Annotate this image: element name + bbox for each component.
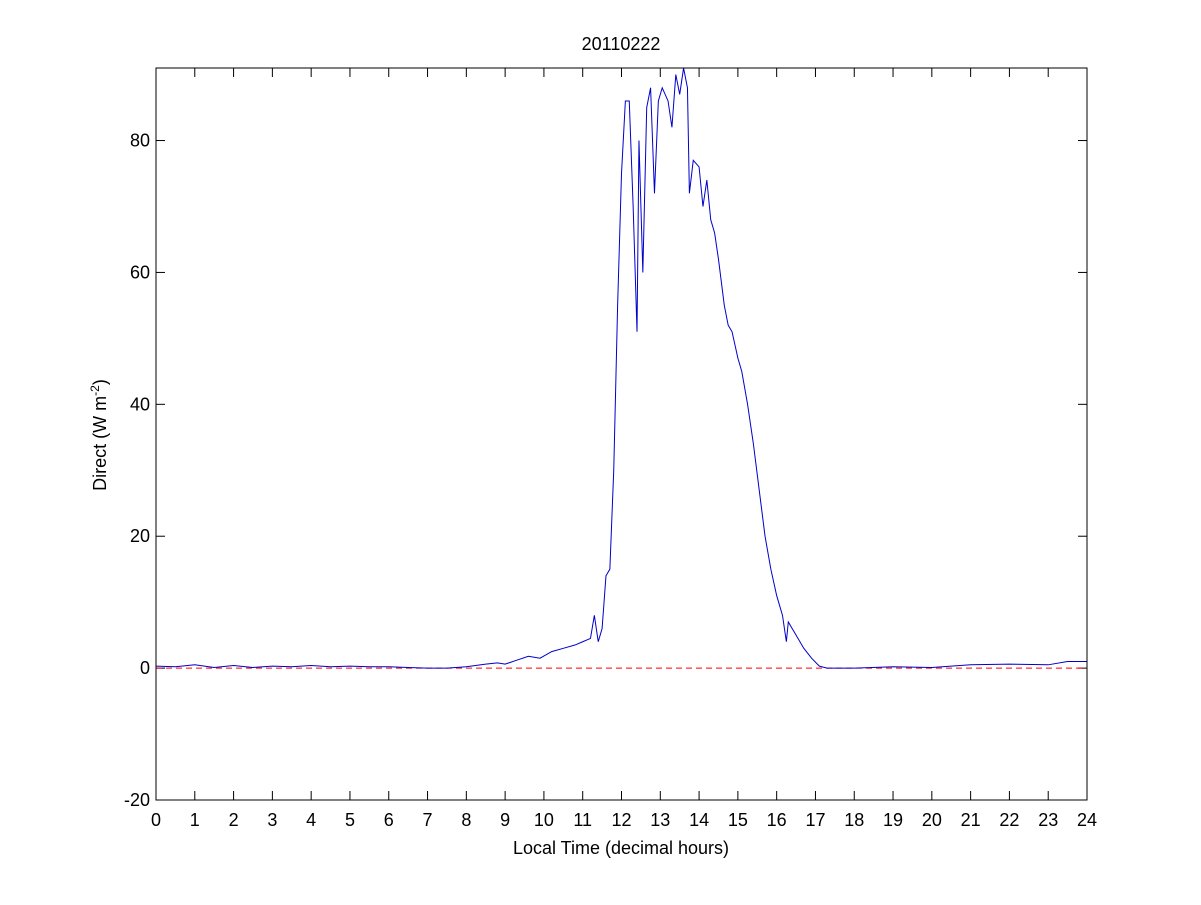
y-tick-label: 60	[130, 262, 150, 282]
x-tick-label: 24	[1077, 810, 1097, 830]
x-tick-label: 14	[689, 810, 709, 830]
y-axis-label: Direct (W m-2)	[88, 379, 110, 491]
x-tick-label: 21	[961, 810, 981, 830]
x-tick-label: 16	[767, 810, 787, 830]
y-tick-label: -20	[124, 790, 150, 810]
x-tick-label: 17	[805, 810, 825, 830]
x-tick-label: 5	[345, 810, 355, 830]
x-tick-label: 8	[461, 810, 471, 830]
y-tick-label: 40	[130, 394, 150, 414]
x-tick-label: 1	[190, 810, 200, 830]
y-tick-label: 80	[130, 131, 150, 151]
y-tick-label: 0	[140, 658, 150, 678]
x-tick-label: 0	[151, 810, 161, 830]
x-tick-label: 10	[534, 810, 554, 830]
x-tick-label: 15	[728, 810, 748, 830]
x-tick-label: 23	[1038, 810, 1058, 830]
x-tick-label: 3	[267, 810, 277, 830]
x-tick-label: 9	[500, 810, 510, 830]
x-tick-label: 20	[922, 810, 942, 830]
y-tick-label: 20	[130, 526, 150, 546]
y-label-sup: -2	[88, 385, 102, 396]
x-tick-label: 13	[650, 810, 670, 830]
chart-title: 20110222	[582, 34, 661, 54]
plot-frame	[155, 67, 1088, 801]
data-line	[155, 67, 1087, 669]
x-tick-label: 2	[229, 810, 239, 830]
y-label-part: )	[90, 379, 110, 385]
x-tick-label: 7	[423, 810, 433, 830]
x-tick-label: 4	[306, 810, 316, 830]
x-axis-label: Local Time (decimal hours)	[513, 838, 729, 858]
x-tick-label: 6	[384, 810, 394, 830]
x-tick-label: 18	[844, 810, 864, 830]
x-tick-label: 11	[573, 810, 592, 830]
x-tick-label: 19	[883, 810, 903, 830]
x-tick-label: 22	[999, 810, 1019, 830]
x-tick-label: 12	[611, 810, 631, 830]
y-label-part: Direct (W m	[90, 396, 110, 491]
